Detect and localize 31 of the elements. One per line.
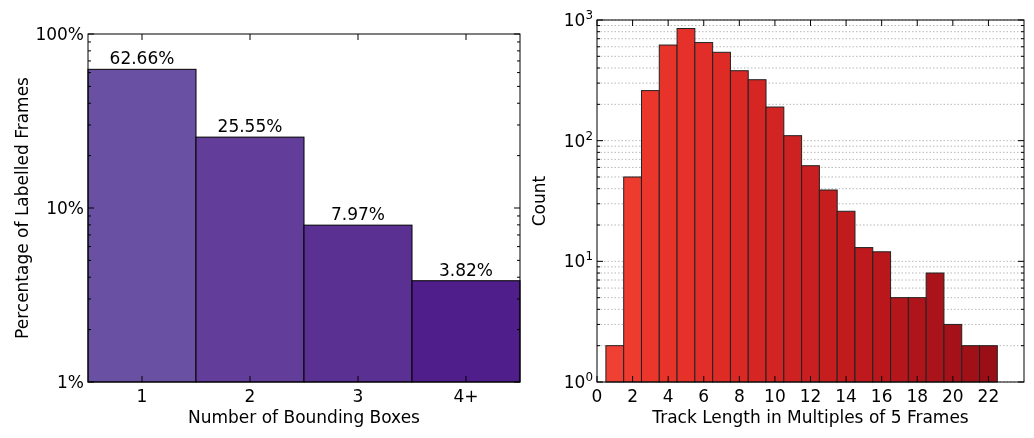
x-tick-label: 4 — [662, 386, 674, 406]
x-tick-label: 6 — [698, 386, 710, 406]
y-axis-title: Count — [529, 175, 549, 227]
x-tick-label: 8 — [733, 386, 745, 406]
x-axis-title: Number of Bounding Boxes — [188, 407, 421, 427]
y-tick-label: 10$^{3}$ — [563, 8, 593, 30]
data-label: 62.66% — [109, 48, 175, 69]
y-tick-label: 10% — [46, 198, 84, 218]
x-tick-label: 18 — [906, 386, 929, 406]
x-tick-label: 16 — [870, 386, 893, 406]
x-tick-label: 2 — [627, 386, 638, 406]
data-label: 7.97% — [330, 204, 386, 225]
x-tick-label: 1 — [136, 386, 148, 406]
y-tick-label: 10$^{1}$ — [563, 249, 593, 272]
x-tick-label: 12 — [799, 386, 822, 406]
x-axis-title: Track Length in Multiples of 5 Frames — [651, 407, 969, 427]
x-tick-label: 2 — [244, 386, 256, 406]
x-tick-label: 3 — [352, 386, 364, 406]
y-tick-label: 100% — [35, 24, 84, 44]
x-tick-label: 14 — [835, 386, 857, 406]
x-tick-label: 20 — [942, 386, 964, 406]
y-tick-label: 10$^{2}$ — [563, 128, 593, 151]
x-tick-label: 4+ — [453, 386, 479, 406]
y-axis-title: Percentage of Labelled Frames — [12, 76, 32, 339]
x-tick-label: 0 — [591, 386, 603, 406]
y-tick-label: 1% — [57, 372, 84, 392]
x-tick-label: 10 — [764, 386, 786, 406]
x-tick-label: 22 — [977, 386, 1000, 406]
data-label: 25.55% — [217, 116, 283, 137]
data-label: 3.82% — [438, 259, 494, 280]
y-tick-label: 10$^{0}$ — [563, 370, 593, 392]
